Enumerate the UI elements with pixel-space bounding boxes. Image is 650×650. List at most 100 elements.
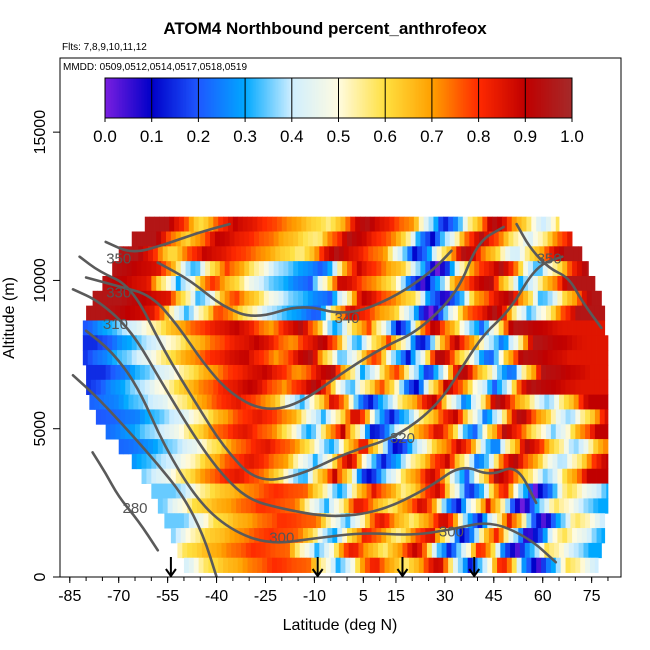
heatmap-cell xyxy=(474,320,480,336)
colorbar-segment xyxy=(129,78,132,118)
heatmap-cell xyxy=(532,261,539,277)
heatmap-cell xyxy=(249,453,255,470)
heatmap-cell xyxy=(229,350,235,366)
heatmap-cell xyxy=(484,290,490,307)
heatmap-cell xyxy=(425,261,431,277)
heatmap-cell xyxy=(549,542,555,559)
heatmap-cell xyxy=(97,350,103,366)
colorbar-segment xyxy=(321,78,324,118)
heatmap-cell xyxy=(232,557,239,573)
contour-line xyxy=(91,451,160,552)
heatmap-cell xyxy=(361,320,367,336)
heatmap-cell xyxy=(312,483,319,499)
heatmap-cell xyxy=(190,261,196,277)
heatmap-cell xyxy=(278,275,284,292)
heatmap-cell xyxy=(195,483,201,499)
heatmap-cell xyxy=(466,439,472,455)
heatmap-cell xyxy=(185,453,191,470)
heatmap-cell xyxy=(454,275,460,292)
colorbar-segment xyxy=(428,78,431,118)
heatmap-cell xyxy=(508,483,514,499)
heatmap-cell xyxy=(267,513,273,529)
colorbar-segment xyxy=(372,78,375,118)
heatmap-cell xyxy=(544,498,550,514)
heatmap-cell xyxy=(439,320,446,336)
heatmap-cell xyxy=(457,424,464,440)
colorbar-segment xyxy=(273,78,276,118)
x-tick-label: 45 xyxy=(485,588,503,605)
heatmap-cell xyxy=(521,305,527,321)
heatmap-cell xyxy=(268,275,275,292)
heatmap-cell xyxy=(229,528,235,544)
heatmap-cell xyxy=(172,439,178,455)
heatmap-cell xyxy=(179,424,185,440)
heatmap-cell xyxy=(466,542,472,559)
heatmap-cell xyxy=(299,394,306,410)
heatmap-cell xyxy=(206,394,213,410)
heatmap-cell xyxy=(417,439,423,455)
heatmap-cell xyxy=(219,350,226,366)
heatmap-cell xyxy=(263,231,270,247)
heatmap-cell xyxy=(112,320,118,336)
heatmap-cell xyxy=(278,231,284,247)
heatmap-cell xyxy=(298,261,304,277)
heatmap-cell xyxy=(293,483,299,499)
heatmap-cell xyxy=(488,528,495,544)
colorbar-segment xyxy=(364,78,368,118)
heatmap-cell xyxy=(583,542,589,559)
colorbar-segment xyxy=(433,78,436,118)
heatmap-cell xyxy=(205,335,211,351)
heatmap-cell xyxy=(563,439,570,455)
heatmap-cell xyxy=(198,305,204,321)
heatmap-cell xyxy=(211,498,217,514)
heatmap-cell xyxy=(319,439,325,455)
colorbar-segment xyxy=(271,78,274,118)
heatmap-cell xyxy=(534,498,540,514)
heatmap-cell xyxy=(218,557,224,573)
heatmap-cell xyxy=(161,290,167,307)
heatmap-cell xyxy=(573,542,579,559)
heatmap-cell xyxy=(501,364,508,381)
heatmap-cell xyxy=(526,364,532,381)
heatmap-cell xyxy=(565,424,571,440)
heatmap-cell xyxy=(348,246,354,262)
heatmap-cell xyxy=(219,261,226,277)
heatmap-cell xyxy=(521,424,527,440)
heatmap-cell xyxy=(309,498,315,514)
colorbar-tick-label: 0.7 xyxy=(420,127,444,146)
colorbar-segment xyxy=(154,78,157,118)
heatmap-cell xyxy=(105,364,111,381)
heatmap-cell xyxy=(529,394,535,410)
colorbar-segment xyxy=(310,78,313,118)
heatmap-cell xyxy=(236,439,242,455)
heatmap-cell xyxy=(343,246,350,262)
heatmap-cell xyxy=(283,275,289,292)
heatmap-cell xyxy=(278,350,284,366)
heatmap-cell xyxy=(333,439,340,455)
heatmap-cell xyxy=(443,305,449,321)
heatmap-cell xyxy=(562,483,568,499)
heatmap-cell xyxy=(449,261,456,277)
heatmap-cell xyxy=(141,231,147,247)
heatmap-cell xyxy=(497,557,503,573)
heatmap-cell xyxy=(175,275,182,292)
heatmap-cell xyxy=(205,261,211,277)
heatmap-cell xyxy=(497,513,503,529)
plot-frame xyxy=(59,57,622,578)
heatmap-cell xyxy=(360,557,366,573)
heatmap-cell xyxy=(464,483,470,499)
colorbar-segment xyxy=(217,78,220,118)
heatmap-cell xyxy=(381,320,387,336)
y-tick-label: 0 xyxy=(32,572,49,581)
heatmap-cell xyxy=(513,528,519,544)
heatmap-cell xyxy=(469,320,475,336)
heatmap-cell xyxy=(258,468,265,484)
heatmap-cell xyxy=(340,379,346,396)
colorbar-segment xyxy=(550,78,553,118)
heatmap-cell xyxy=(526,557,532,573)
heatmap-cell xyxy=(214,261,221,277)
heatmap-cell xyxy=(506,513,513,529)
heatmap-cell xyxy=(133,246,139,262)
heatmap-cell xyxy=(371,335,377,351)
heatmap-cell xyxy=(565,379,571,396)
